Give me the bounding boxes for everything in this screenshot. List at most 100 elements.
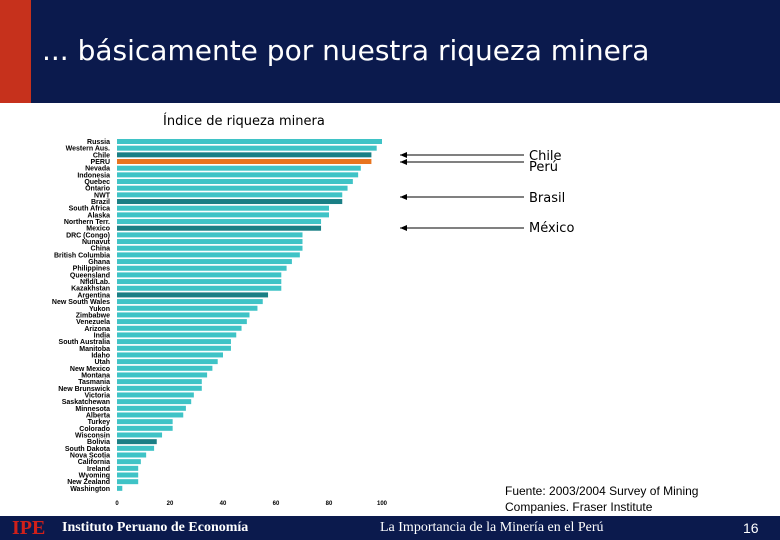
category-label-mexico: Mexico [86,226,110,233]
category-label-wisconsin: Wisconsin [75,432,110,439]
category-label-turkey: Turkey [88,419,111,426]
x-tick-20: 20 [167,501,174,507]
category-label-bolivia: Bolivia [87,439,110,446]
callout-peru: Perú [529,160,558,175]
slide-footer: IPE Instituto Peruano de Economía La Imp… [0,516,780,540]
x-tick-100: 100 [377,501,388,507]
category-label-alberta: Alberta [86,412,110,419]
bar-drc-congo [117,232,303,238]
category-label-montana: Montana [81,372,110,379]
bar-kazakhstan [117,285,282,291]
category-label-argentina: Argentina [77,292,110,299]
bar-india [117,332,237,338]
bar-south-dakota [117,445,155,451]
bar-argentina [117,292,269,298]
category-label-washington: Washington [70,486,110,493]
bar-ontario [117,185,348,191]
x-tick-40: 40 [220,501,227,507]
category-label-ontario: Ontario [85,186,110,193]
category-label-saskatchewan: Saskatchewan [62,399,110,406]
bar-south-australia [117,339,231,345]
ipe-logo: IPE [12,517,46,539]
bar-brazil [117,199,343,205]
category-label-british-columbia: British Columbia [54,252,110,259]
category-label-new-brunswick: New Brunswick [58,386,110,393]
bar-british-columbia [117,252,300,258]
category-label-peru: PERU [91,159,110,166]
bar-colorado [117,425,173,431]
page-number: 16 [743,520,759,536]
category-label-chile: Chile [93,152,110,159]
category-label-nunavut: Nunavut [82,239,111,246]
category-label-venezuela: Venezuela [76,319,110,326]
category-label-western-aus: Western Aus. [66,146,110,153]
category-label-california: California [78,459,110,466]
category-label-indonesia: Indonesia [77,172,110,179]
x-tick-60: 60 [273,501,280,507]
bar-wyoming [117,472,139,478]
category-label-wyoming: Wyoming [79,473,110,480]
bar-new-south-wales [117,299,263,305]
bar-venezuela [117,319,247,325]
category-label-minnesota: Minnesota [75,406,110,413]
category-label-nevada: Nevada [85,166,110,173]
category-label-ghana: Ghana [88,259,110,266]
arrow-mexico [400,225,524,231]
bar-wisconsin [117,432,163,438]
category-label-zimbabwe: Zimbabwe [76,312,110,319]
bar-washington [117,485,123,491]
bar-yukon [117,305,258,311]
bar-montana [117,372,208,378]
arrow-chile [400,152,524,158]
x-tick-80: 80 [326,501,333,507]
category-label-quebec: Quebec [84,179,110,186]
chart-title: Índice de riqueza minera [163,114,325,129]
bar-nova-scotia [117,452,147,458]
bar-queensland [117,272,282,278]
bar-philippines [117,265,287,271]
bar-peru [117,159,372,165]
category-label-drc-congo: DRC (Congo) [66,232,110,239]
category-label-tasmania: Tasmania [78,379,110,386]
category-label-ireland: Ireland [87,466,110,473]
callout-brasil: Brasil [529,191,566,206]
category-label-manitoba: Manitoba [79,346,110,353]
category-label-russia: Russia [87,139,110,146]
bar-california [117,459,141,465]
bar-mexico [117,225,322,231]
category-label-idaho: Idaho [91,352,110,359]
category-label-nova-scotia: Nova Scotia [70,452,110,459]
category-label-philippines: Philippines [73,266,110,273]
category-label-south-dakota: South Dakota [65,446,110,453]
bar-northern-terr [117,219,322,225]
bar-idaho [117,352,223,358]
bar-saskatchewan [117,399,192,405]
bar-western-aus [117,145,377,151]
header-accent-bar [0,0,31,103]
bar-quebec [117,179,353,185]
category-label-alaska: Alaska [87,212,110,219]
slide-header: ... básicamente por nuestra riqueza mine… [0,0,780,103]
bar-nunavut [117,239,303,245]
bar-victoria [117,392,194,398]
bar-manitoba [117,345,231,351]
callout-arrows [400,152,524,231]
x-tick-0: 0 [115,501,119,507]
presentation-topic: La Importancia de la Minería en el Perú [380,520,604,535]
bar-alberta [117,412,184,418]
category-label-new-mexico: New Mexico [70,366,110,373]
bar-utah [117,359,218,365]
bar-nevada [117,165,361,171]
bar-minnesota [117,405,186,411]
bar-tasmania [117,379,202,385]
bar-bolivia [117,439,157,445]
category-label-victoria: Victoria [84,392,110,399]
bar-indonesia [117,172,359,178]
bar-arizona [117,325,242,331]
category-label-northern-terr: Northern Terr. [64,219,110,226]
category-label-yukon: Yukon [89,306,110,313]
bar-zimbabwe [117,312,250,318]
category-label-kazakhstan: Kazakhstan [71,286,110,293]
